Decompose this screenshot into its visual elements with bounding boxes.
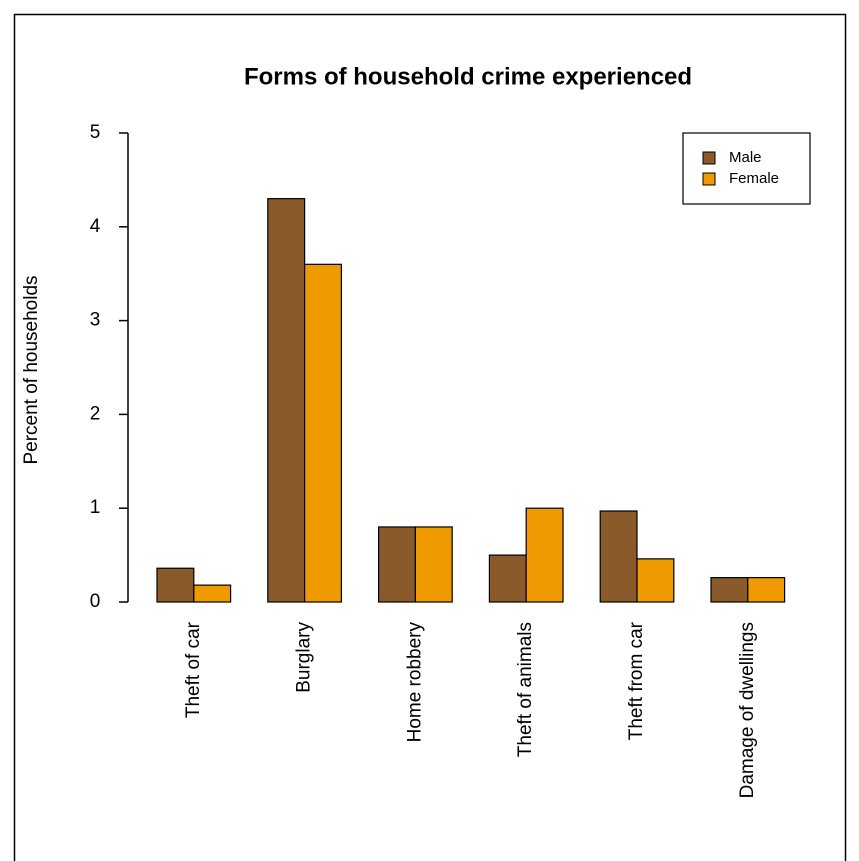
legend-label: Female — [729, 170, 779, 187]
frame — [13, 13, 847, 861]
y-axis-label: Percent of households — [21, 275, 42, 464]
x-tick-label: Damage of dwellings — [737, 622, 758, 798]
chart-title: Forms of household crime experienced — [244, 63, 692, 90]
legend-label: Male — [729, 149, 762, 166]
bar — [747, 577, 786, 603]
y-tick-label: 3 — [90, 310, 101, 331]
x-tick-label: Burglary — [294, 622, 315, 693]
bar — [378, 526, 417, 603]
legend-swatch — [702, 172, 716, 186]
bar — [599, 510, 638, 603]
y-tick-label: 4 — [90, 216, 101, 237]
legend-box — [682, 132, 811, 205]
bar — [304, 263, 343, 603]
bar — [156, 567, 195, 603]
bar — [636, 558, 675, 603]
x-tick-label: Home robbery — [404, 622, 425, 743]
bar — [710, 577, 749, 603]
y-tick-label: 5 — [90, 122, 101, 143]
bar — [267, 198, 306, 603]
bar — [414, 526, 453, 603]
x-tick-label: Theft of car — [183, 621, 204, 718]
x-tick-label: Theft of animals — [515, 622, 536, 757]
bar — [488, 554, 527, 603]
bar — [193, 584, 232, 603]
bar — [525, 507, 564, 603]
legend-swatch — [702, 151, 716, 165]
x-tick-label: Theft from car — [626, 621, 647, 740]
y-tick-label: 1 — [90, 497, 101, 518]
y-tick-label: 0 — [90, 591, 101, 612]
y-tick-label: 2 — [90, 403, 101, 424]
